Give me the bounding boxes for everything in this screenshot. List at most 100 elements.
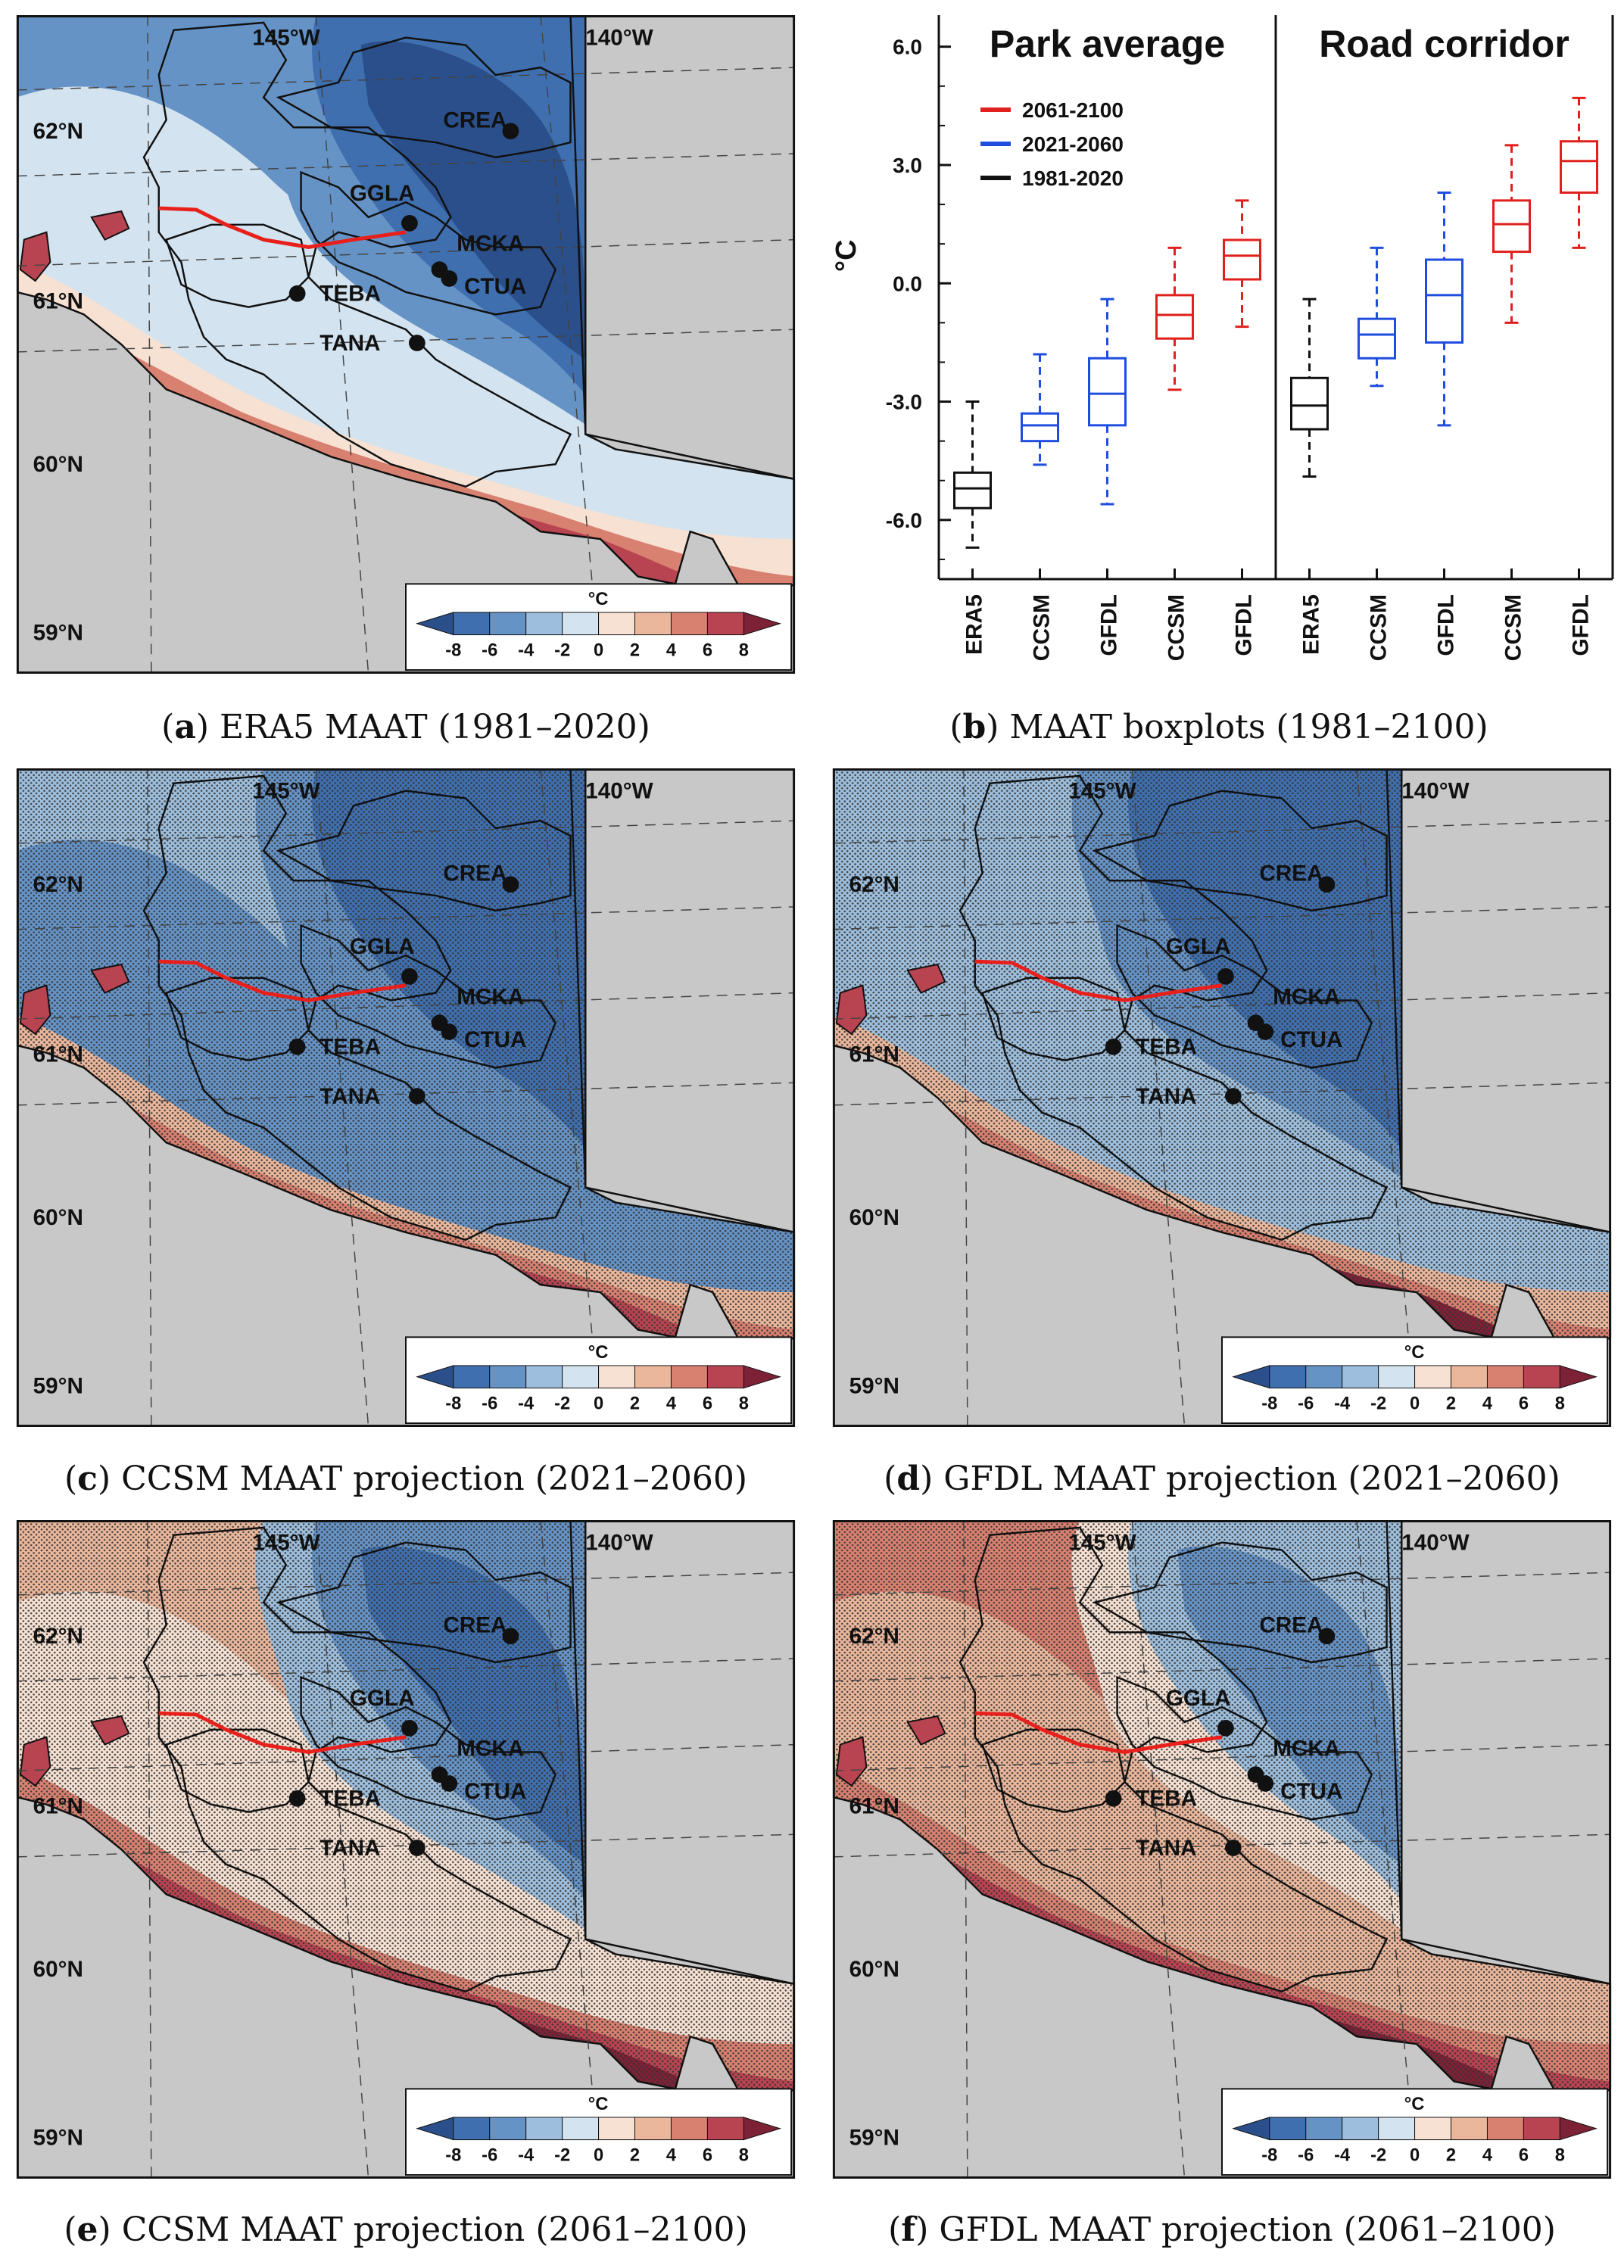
station-label: CTUA	[1280, 1779, 1342, 1804]
x-tick-label: GFDL	[1569, 594, 1594, 656]
lat-label: 60°N	[849, 1957, 899, 1982]
basin-boundary	[300, 170, 557, 316]
station-label: MCKA	[1273, 1736, 1340, 1761]
boxplot-chart: 6.0 3.0 0.0 -3.0 -6.0 °C Park average Road corr…	[831, 15, 1614, 661]
station-label: MCKA	[457, 231, 524, 256]
graticule-line	[832, 1833, 1612, 1858]
basin-boundary	[1092, 1541, 1388, 1664]
colorbar-tick: -8	[445, 1394, 461, 1413]
station-marker	[288, 285, 306, 302]
colorbar-tick: -4	[518, 2145, 535, 2165]
station-marker	[408, 1088, 425, 1104]
colorbar-segment	[706, 612, 744, 636]
colorbar-segment	[1378, 1365, 1416, 1389]
box-body	[1425, 258, 1463, 344]
colorbar-tick: 4	[1482, 2145, 1493, 2165]
station-marker	[502, 1628, 519, 1645]
station-label: TEBA	[1136, 1787, 1197, 1812]
graticule-line	[16, 1833, 796, 1858]
colorbar-tick: 6	[1519, 1394, 1529, 1413]
colorbar-segment	[562, 612, 600, 636]
graticule-line	[832, 1572, 1612, 1596]
island	[90, 210, 130, 241]
island	[906, 1715, 946, 1746]
basin-boundary	[1092, 790, 1388, 912]
colorbar-tick: 2	[630, 2145, 640, 2165]
colorbar-segment	[453, 1365, 491, 1389]
station-label: GGLA	[1166, 934, 1231, 959]
graticule-line	[16, 992, 796, 1020]
national-border	[569, 15, 796, 481]
caption-d-letter: d	[896, 1460, 921, 1498]
colorbar-unit: °C	[588, 1343, 609, 1363]
colorbar-segment	[598, 1365, 636, 1389]
map-layers	[16, 768, 796, 1427]
basin-boundary	[300, 1675, 557, 1821]
box-body	[1088, 357, 1127, 427]
colorbar-segment	[1523, 1365, 1560, 1389]
lat-label: 60°N	[33, 1205, 83, 1230]
colorbar-segment	[634, 612, 672, 636]
lat-label: 62°N	[33, 119, 83, 144]
colorbar-segment	[1486, 1365, 1524, 1389]
map-layers	[832, 768, 1612, 1427]
station-marker	[1318, 1628, 1336, 1645]
colorbar-segment	[453, 2117, 491, 2141]
station-label: CREA	[1259, 1612, 1323, 1637]
colorbar-unit: °C	[588, 590, 609, 609]
box-body	[1357, 317, 1396, 360]
colorbar-unit: °C	[1404, 1343, 1425, 1363]
lat-label: 61°N	[33, 289, 83, 314]
colorbar-segment	[670, 612, 708, 636]
island	[906, 963, 946, 994]
graticule-line	[16, 820, 796, 844]
lat-label: 59°N	[33, 1374, 83, 1399]
colorbar-tick: 8	[739, 640, 749, 660]
caption-e-text: CCSM MAAT projection (2061–2100)	[111, 2210, 748, 2249]
station-marker	[401, 214, 418, 232]
colorbar-segment	[634, 2117, 672, 2141]
colorbar-tick: -2	[1370, 1394, 1386, 1413]
graticule-line	[963, 768, 968, 1427]
caption-c-letter: c	[77, 1460, 98, 1498]
graticule-line	[832, 906, 1612, 930]
colorbar-tick: 2	[630, 1394, 640, 1413]
lon-label: 145°W	[1068, 779, 1136, 804]
lon-label: 140°W	[1401, 779, 1469, 804]
x-tick-label: GFDL	[1434, 594, 1459, 656]
colorbar-tick: -8	[1261, 1394, 1277, 1413]
boxplot-panel: 6.0 3.0 0.0 -3.0 -6.0 °C Park average Road corr…	[831, 15, 1620, 681]
graticule-line	[963, 1520, 968, 2179]
station-marker	[1217, 967, 1234, 985]
y-axis-label: °C	[833, 239, 862, 272]
colorbar-tick: 4	[666, 640, 677, 660]
colorbar-tick: 6	[703, 2145, 712, 2165]
colorbar-tick: -6	[1298, 2145, 1314, 2165]
caption-a-text: ERA5 MAAT (1981–2020)	[209, 708, 650, 746]
lon-label: 145°W	[252, 1531, 320, 1556]
colorbar-tick: -6	[482, 2145, 497, 2165]
colorbar-tick: -4	[518, 1394, 535, 1413]
station-label: CREA	[443, 107, 507, 132]
station-label: TEBA	[320, 1787, 381, 1812]
x-tick-label: GFDL	[1232, 594, 1257, 656]
station-marker	[1257, 1023, 1274, 1040]
lon-label: 140°W	[585, 26, 653, 51]
island	[90, 1715, 130, 1746]
colorbar-segment	[1451, 1365, 1488, 1389]
x-tick-label: ERA5	[1299, 594, 1324, 655]
graticule-line	[1356, 1520, 1417, 2179]
colorbar-tick: -2	[554, 640, 570, 660]
caption-f: (f) GFDL MAAT projection (2061–2100)	[888, 2210, 1556, 2249]
lon-label: 140°W	[585, 779, 653, 804]
graticule-line	[16, 238, 796, 266]
graticule-line	[147, 15, 152, 674]
graticule-line	[147, 1520, 152, 2179]
station-marker	[441, 1023, 458, 1040]
map-c: 145°W 140°W 62°N 61°N 60°N 59°N CREA GGLA MCKA CT…	[16, 768, 796, 1427]
lat-label: 61°N	[33, 1794, 83, 1819]
station-label: CTUA	[464, 1779, 526, 1804]
graticule-line	[832, 1658, 1612, 1682]
station-label: TANA	[320, 1084, 380, 1109]
basin-boundary	[300, 924, 557, 1069]
